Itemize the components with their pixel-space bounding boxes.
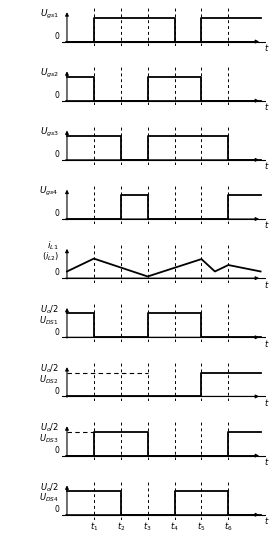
Text: $t_4$: $t_4$ [170,521,179,533]
Text: $t$: $t$ [264,160,269,171]
Text: $(i_{L2})$: $(i_{L2})$ [41,250,59,263]
Text: $t$: $t$ [264,338,269,349]
Text: 0: 0 [54,209,59,218]
Text: $t$: $t$ [264,42,269,53]
Text: $t$: $t$ [264,397,269,408]
Text: $t_1$: $t_1$ [90,521,98,533]
Text: 0: 0 [54,327,59,337]
Text: $i_{L1}$: $i_{L1}$ [47,239,59,252]
Text: $t_5$: $t_5$ [197,521,206,533]
Text: $U_{gs2}$: $U_{gs2}$ [40,67,59,80]
Text: $U_{DS2}$: $U_{DS2}$ [39,374,59,386]
Text: $U_{gs4}$: $U_{gs4}$ [39,185,59,198]
Text: $U_o/2$: $U_o/2$ [40,363,59,375]
Text: $U_o/2$: $U_o/2$ [40,481,59,493]
Text: $t$: $t$ [264,101,269,112]
Text: 0: 0 [54,150,59,159]
Text: 0: 0 [54,505,59,514]
Text: $t$: $t$ [264,219,269,231]
Text: $U_{gs1}$: $U_{gs1}$ [39,8,59,21]
Text: $t$: $t$ [264,515,269,526]
Text: 0: 0 [54,91,59,100]
Text: $U_{DS3}$: $U_{DS3}$ [39,432,59,445]
Text: $U_o/2$: $U_o/2$ [40,304,59,316]
Text: $t_3$: $t_3$ [143,521,152,533]
Text: $U_{DS1}$: $U_{DS1}$ [39,314,59,327]
Text: $t_6$: $t_6$ [224,521,233,533]
Text: $U_o/2$: $U_o/2$ [40,422,59,435]
Text: 0: 0 [54,446,59,455]
Text: $U_{DS4}$: $U_{DS4}$ [39,492,59,504]
Text: 0: 0 [54,387,59,395]
Text: $t$: $t$ [264,279,269,289]
Text: $U_{gs3}$: $U_{gs3}$ [39,126,59,139]
Text: $t$: $t$ [264,456,269,467]
Text: 0: 0 [54,268,59,277]
Text: $t_2$: $t_2$ [116,521,125,533]
Text: 0: 0 [54,32,59,41]
